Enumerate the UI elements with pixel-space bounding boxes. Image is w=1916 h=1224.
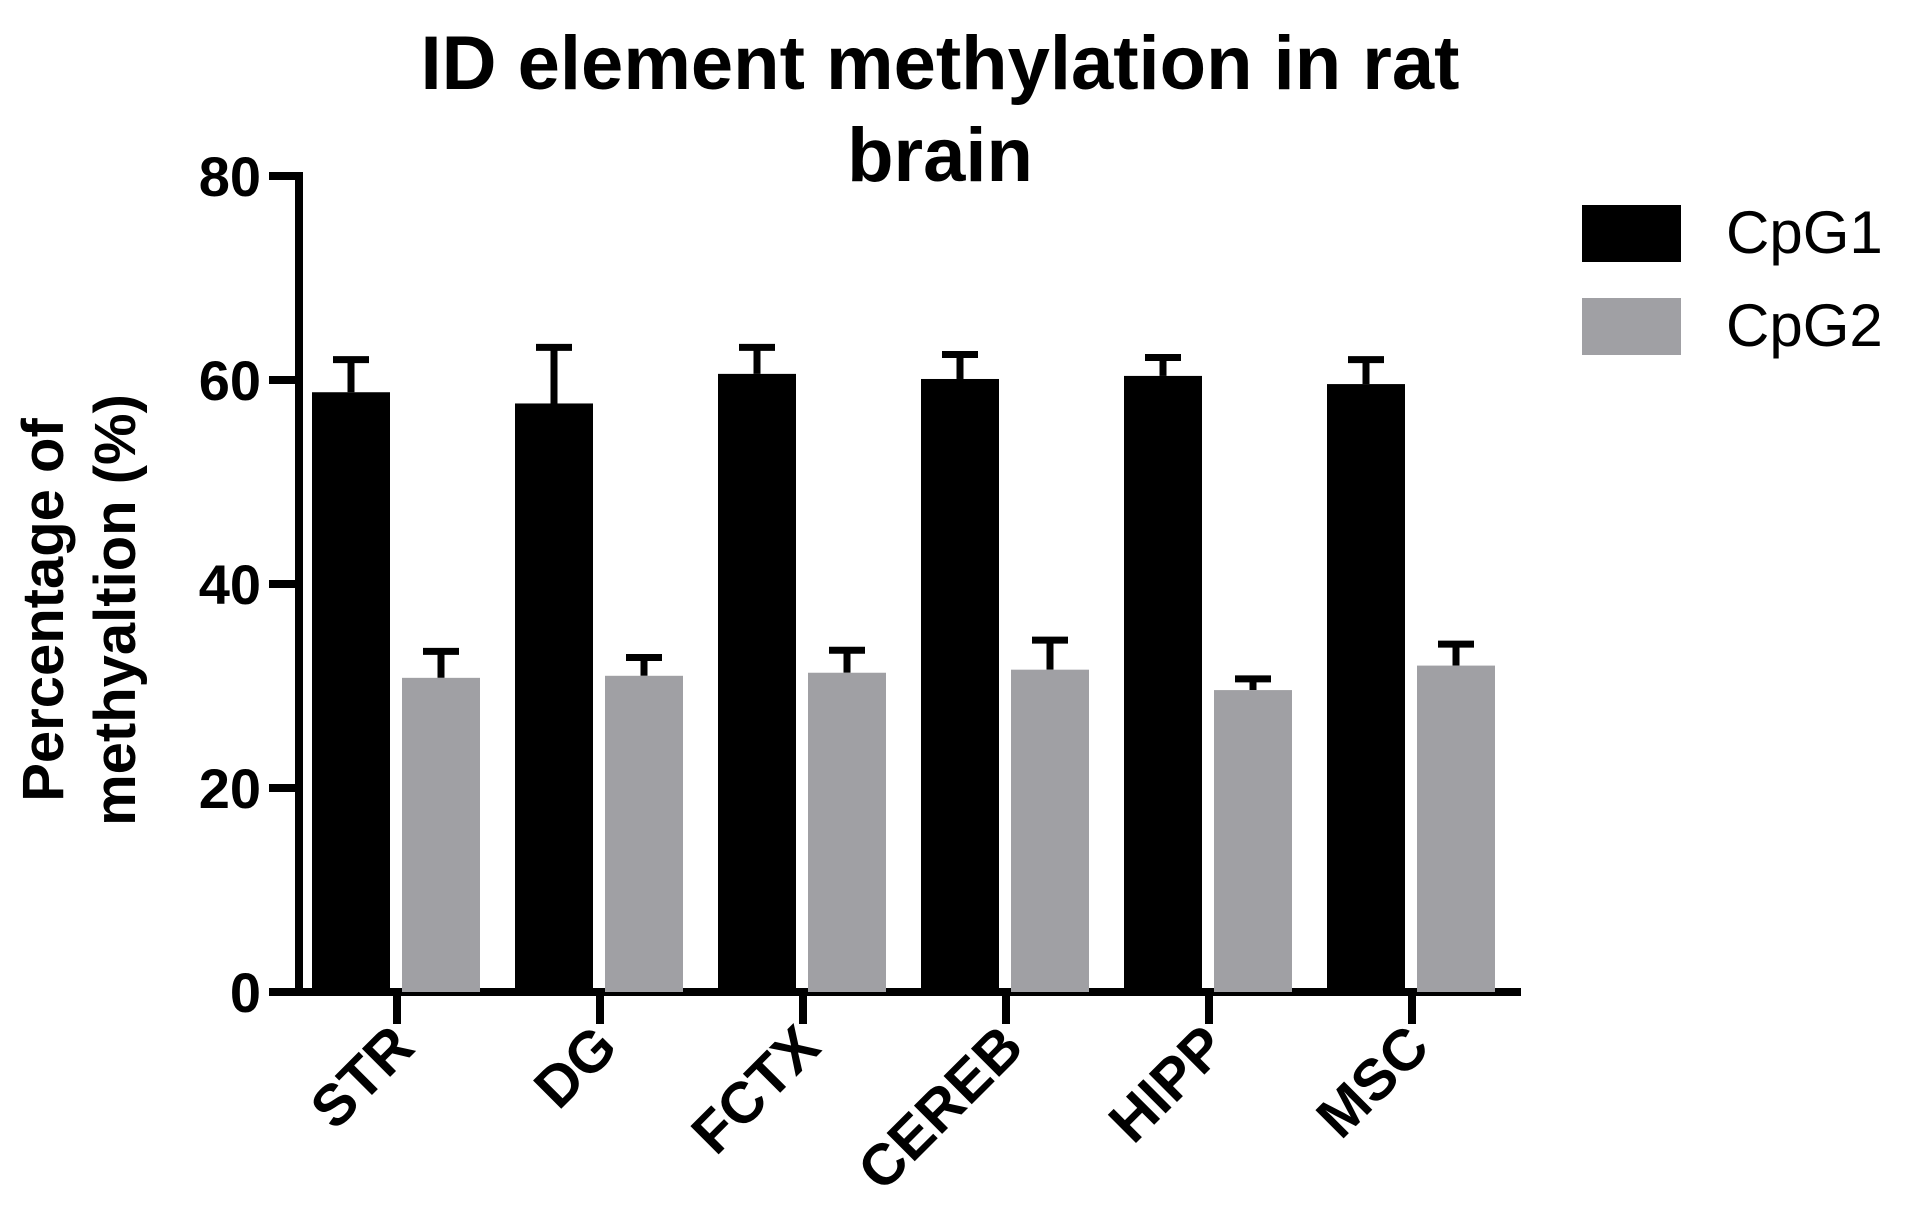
legend-swatch [1582, 205, 1681, 262]
bar [1417, 665, 1495, 992]
bar [1011, 669, 1089, 992]
x-tick-label: MSC [1304, 1013, 1441, 1150]
y-tick-label: 20 [199, 757, 261, 820]
bar [515, 403, 593, 993]
x-tick-label: FCTX [679, 1013, 832, 1166]
bar [1214, 690, 1292, 992]
y-tick-label: 60 [199, 349, 261, 412]
bar [808, 672, 886, 992]
y-tick-label: 40 [199, 553, 261, 616]
bar [718, 373, 796, 992]
bar [921, 378, 999, 993]
y-tick-label: 0 [230, 961, 261, 1024]
x-tick-label: DG [522, 1013, 629, 1120]
chart-title: ID element methylation in rat brain [420, 21, 1460, 198]
legend-label: CpG1 [1726, 199, 1883, 266]
bar [605, 675, 683, 992]
legend-swatch [1582, 298, 1681, 355]
y-axis-label-box: Percentage of methyaltion (%) [0, 110, 170, 1110]
y-tick-label: 80 [199, 145, 261, 208]
bar [1124, 375, 1202, 992]
x-tick-label: STR [298, 1013, 426, 1141]
bar [1327, 384, 1405, 993]
bar [402, 677, 480, 992]
y-axis-label: Percentage of methyaltion (%) [11, 394, 148, 826]
x-tick-label: CEREB [846, 1013, 1036, 1203]
bar [312, 392, 390, 992]
legend-label: CpG2 [1726, 292, 1883, 359]
x-tick-label: HIPP [1097, 1013, 1239, 1155]
